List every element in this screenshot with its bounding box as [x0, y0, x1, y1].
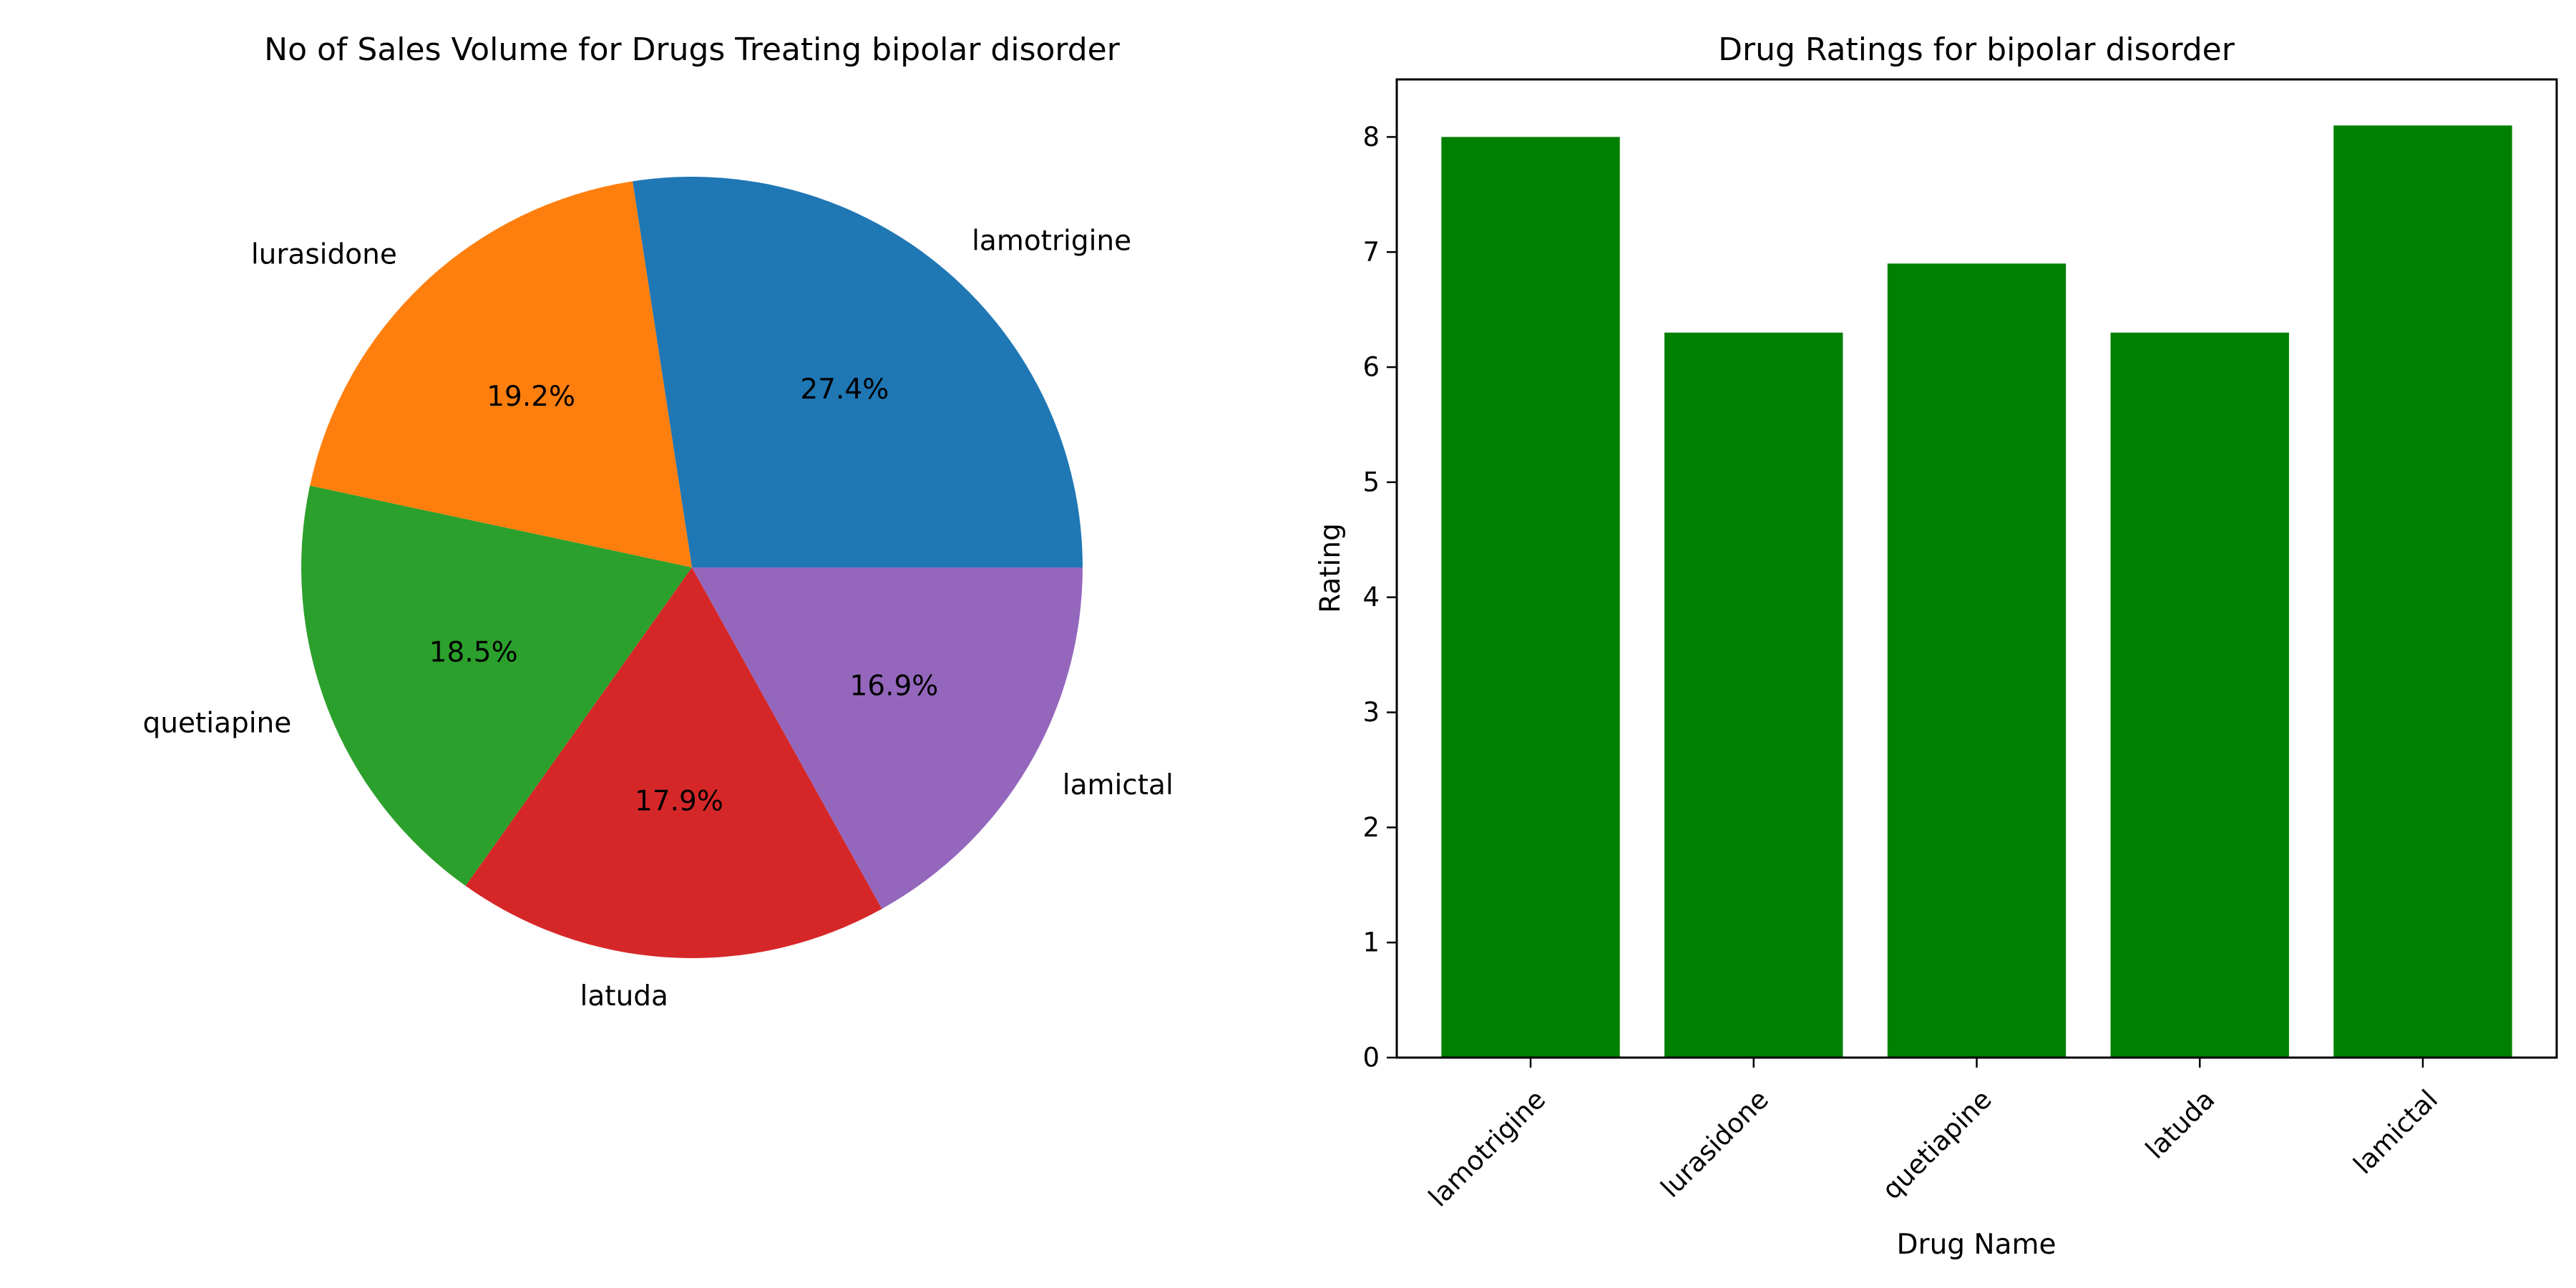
y-tick-label: 8 [1362, 122, 1380, 152]
pie-label-lurasidone: lurasidone [251, 239, 397, 271]
y-tick-label: 2 [1362, 812, 1380, 843]
pie-chart-title: No of Sales Volume for Drugs Treating bi… [264, 31, 1121, 68]
y-tick-label: 5 [1362, 467, 1380, 497]
x-tick-label-lurasidone: lurasidone [1655, 1084, 1775, 1204]
pie-slice-lamictal [692, 567, 1083, 909]
bar-latuda [2110, 332, 2289, 1058]
pie-slice-quetiapine [301, 485, 692, 887]
y-tick-label: 4 [1362, 582, 1380, 613]
y-tick-label: 3 [1362, 697, 1380, 728]
x-tick-label-latuda: latuda [2140, 1084, 2220, 1165]
pie-label-quetiapine: quetiapine [142, 707, 291, 739]
y-tick-label: 0 [1362, 1043, 1380, 1073]
pie-label-lamictal: lamictal [1063, 769, 1174, 801]
bar-lamictal [2333, 125, 2512, 1058]
bar-lurasidone [1664, 332, 1843, 1058]
bar-lamotrigine [1441, 137, 1620, 1058]
pie-label-latuda: latuda [580, 980, 668, 1013]
bar-chart: Drug Ratings for bipolar disorder 0 1 2 3 4 5… [1314, 31, 2558, 1261]
x-tick-label-lamictal: lamictal [2348, 1084, 2444, 1180]
pie-percent-lamictal: 16.9% [849, 670, 938, 703]
y-tick-label: 6 [1362, 352, 1380, 383]
pie-chart: No of Sales Volume for Drugs Treating bi… [142, 31, 1173, 1013]
pie-percent-latuda: 17.9% [635, 786, 723, 818]
pie-slice-lamotrigine [633, 176, 1083, 567]
bar-chart-title: Drug Ratings for bipolar disorder [1718, 31, 2235, 68]
pie-percent-lamotrigine: 27.4% [800, 374, 889, 406]
x-tick-label-quetiapine: quetiapine [1876, 1084, 1998, 1206]
pie-slice-latuda [465, 567, 882, 958]
pie-percent-quetiapine: 18.5% [429, 636, 518, 668]
pie-label-lamotrigine: lamotrigine [972, 225, 1131, 258]
pie-slice-lurasidone [310, 181, 693, 567]
y-axis-label: Rating [1314, 523, 1347, 613]
bar-quetiapine [1887, 263, 2067, 1058]
x-tick-label-lamotrigine: lamotrigine [1423, 1084, 1551, 1213]
pie-percent-lurasidone: 19.2% [487, 381, 575, 413]
x-axis-label: Drug Name [1897, 1229, 2057, 1261]
y-tick-label: 7 [1362, 237, 1380, 268]
y-tick-label: 1 [1362, 927, 1380, 958]
